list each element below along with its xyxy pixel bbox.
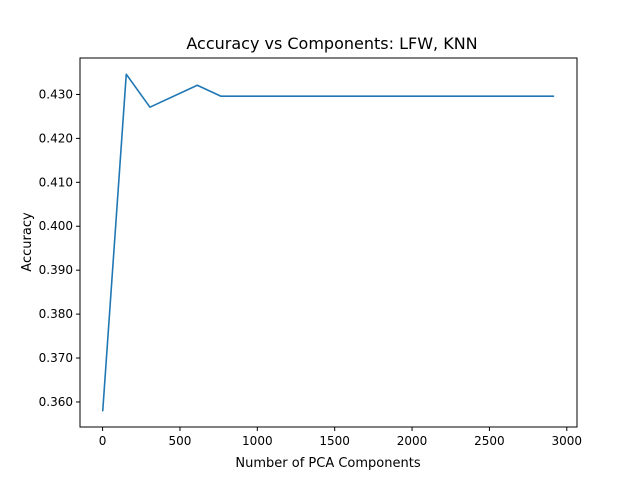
x-tick-label: 3000 (552, 434, 583, 448)
y-tick-label: 0.380 (39, 307, 73, 321)
chart-title: Accuracy vs Components: LFW, KNN (186, 34, 477, 53)
plot-frame (79, 57, 578, 428)
y-tick-label: 0.410 (39, 175, 73, 189)
series-layer (101, 73, 555, 412)
x-axis-label: Number of PCA Components (235, 456, 420, 471)
x-tick-label: 1000 (242, 434, 273, 448)
y-tick-label: 0.370 (39, 351, 73, 365)
x-tick-label: 1500 (319, 434, 350, 448)
x-axis-ticks: 0 500 1000 1500 2000 2500 3000 (99, 427, 582, 448)
y-tick-label: 0.420 (39, 131, 73, 145)
x-tick-label: 2500 (474, 434, 505, 448)
y-tick-label: 0.430 (39, 87, 73, 101)
x-tick-label: 500 (169, 434, 192, 448)
x-tick-label: 2000 (397, 434, 428, 448)
y-axis-label: Accuracy (20, 212, 35, 272)
series-line-0 (101, 73, 555, 412)
y-axis-ticks: 0.360 0.370 0.380 0.390 0.400 0.410 0.420 0.430 (39, 87, 80, 409)
y-tick-label: 0.400 (39, 219, 73, 233)
x-tick-label: 0 (99, 434, 107, 448)
y-tick-label: 0.390 (39, 263, 73, 277)
y-tick-label: 0.360 (39, 395, 73, 409)
